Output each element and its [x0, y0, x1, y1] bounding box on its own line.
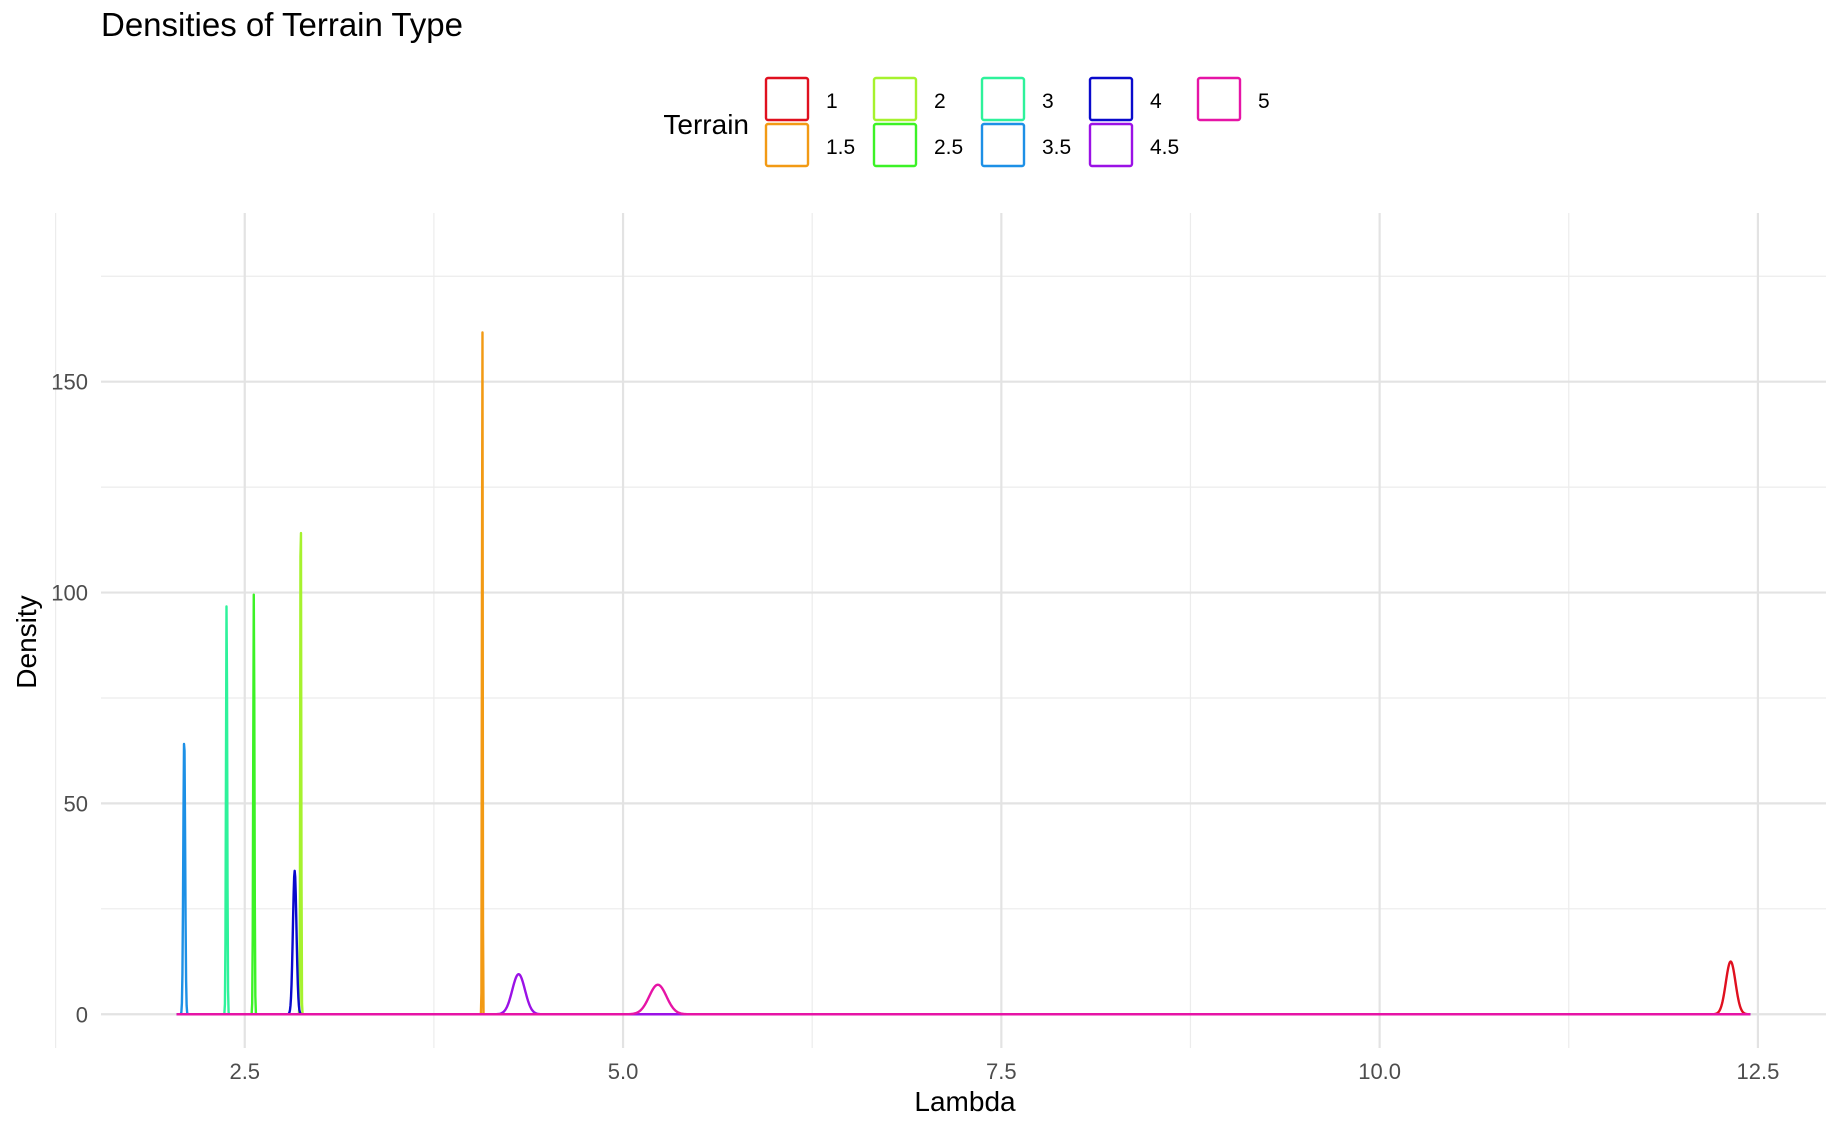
- density-line-terrain-2: [175, 531, 1752, 1016]
- density-curves: [175, 331, 1752, 1016]
- legend-label: 2: [934, 90, 946, 113]
- y-axis-ticks: 0 50 100 150: [51, 370, 88, 1028]
- minor-gridlines: [55, 213, 1826, 1048]
- major-gridlines: [101, 213, 1826, 1048]
- legend-label: 5: [1258, 90, 1270, 113]
- x-axis-title: Lambda: [914, 1086, 1016, 1117]
- x-tick-label: 7.5: [986, 1059, 1017, 1084]
- legend-items: 1 1.5 2 2.5 3 3.5 4 4.5 5: [764, 76, 1270, 168]
- y-tick-label: 100: [51, 581, 88, 606]
- chart-title: Densities of Terrain Type: [101, 6, 463, 43]
- x-tick-label: 10.0: [1358, 1059, 1401, 1084]
- legend-key-1-5: [764, 122, 810, 168]
- legend-label: 3: [1042, 90, 1054, 113]
- legend-key-2: [872, 76, 918, 122]
- legend: Terrain 1 1.5 2 2.5 3 3.5 4 4.5 5: [663, 76, 1270, 168]
- density-line-terrain-4: [175, 869, 1752, 1016]
- legend-key-2-5: [872, 122, 918, 168]
- legend-title: Terrain: [663, 109, 749, 140]
- y-tick-label: 50: [64, 791, 88, 816]
- legend-label: 1: [826, 90, 838, 113]
- legend-key-4: [1088, 76, 1134, 122]
- legend-key-3: [980, 76, 1026, 122]
- density-line-terrain-1: [175, 960, 1752, 1016]
- x-axis-ticks: 2.5 5.0 7.5 10.0 12.5: [229, 1059, 1779, 1084]
- legend-label: 1.5: [826, 136, 855, 159]
- legend-key-1: [764, 76, 810, 122]
- x-tick-label: 12.5: [1736, 1059, 1779, 1084]
- density-line-terrain-1-5: [175, 331, 1752, 1016]
- legend-key-3-5: [980, 122, 1026, 168]
- legend-label: 4.5: [1150, 136, 1179, 159]
- density-line-terrain-5: [175, 983, 1752, 1016]
- y-tick-label: 0: [76, 1002, 88, 1027]
- legend-label: 4: [1150, 90, 1162, 113]
- y-axis-title: Density: [11, 595, 42, 688]
- legend-key-4-5: [1088, 122, 1134, 168]
- density-line-terrain-3-5: [175, 742, 1752, 1016]
- y-tick-label: 150: [51, 370, 88, 395]
- legend-label: 3.5: [1042, 136, 1071, 159]
- legend-label: 2.5: [934, 136, 963, 159]
- x-tick-label: 5.0: [608, 1059, 639, 1084]
- density-line-terrain-4-5: [175, 973, 1752, 1016]
- density-line-terrain-3: [175, 605, 1752, 1016]
- x-tick-label: 2.5: [229, 1059, 260, 1084]
- legend-key-5: [1196, 76, 1242, 122]
